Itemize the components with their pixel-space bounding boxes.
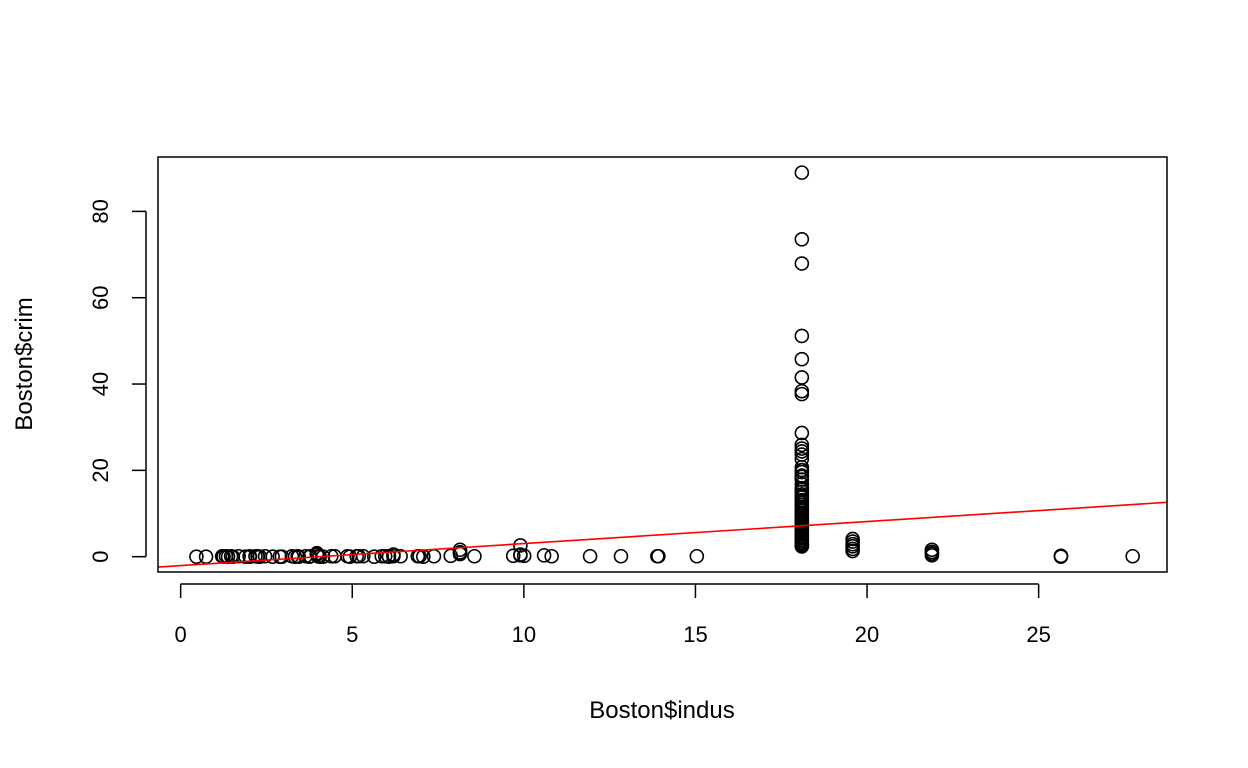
- data-point: [513, 538, 528, 553]
- data-point: [794, 165, 810, 180]
- data-point: [189, 549, 204, 564]
- y-axis: 0 20 40 60 80: [88, 199, 147, 563]
- data-point: [794, 539, 810, 554]
- y-tick-label: 60: [88, 285, 113, 309]
- data-point: [366, 549, 382, 564]
- data-point: [536, 548, 552, 563]
- x-tick-label: 15: [683, 622, 707, 647]
- data-point: [794, 386, 810, 402]
- data-point: [689, 548, 705, 564]
- data-point: [794, 464, 810, 480]
- data-point: [505, 548, 521, 564]
- data-point: [845, 543, 860, 559]
- x-tick-label: 10: [512, 622, 536, 647]
- data-point: [794, 232, 810, 247]
- x-tick-label: 25: [1026, 622, 1050, 647]
- y-tick-label: 0: [88, 551, 113, 563]
- x-tick-label: 0: [175, 622, 187, 647]
- plot-frame: [157, 156, 1168, 573]
- y-tick-label: 80: [88, 199, 113, 223]
- data-point: [231, 548, 246, 564]
- data-point: [393, 548, 408, 564]
- data-point: [374, 548, 390, 564]
- data-point: [516, 548, 532, 564]
- data-point: [355, 548, 371, 564]
- data-point: [794, 256, 810, 271]
- data-point: [544, 548, 559, 564]
- data-point: [794, 328, 810, 344]
- y-axis-label: Boston$crim: [11, 297, 38, 430]
- y-tick-label: 40: [88, 372, 113, 396]
- data-point: [794, 351, 810, 367]
- data-point: [794, 425, 810, 441]
- data-point: [257, 548, 273, 564]
- data-point: [242, 549, 258, 564]
- regression-line: [158, 501, 1167, 568]
- x-axis: 0 5 10 15 20 25: [175, 583, 1051, 647]
- data-point: [794, 437, 810, 453]
- data-point: [452, 545, 468, 561]
- data-point: [467, 548, 482, 564]
- x-tick-label: 20: [855, 622, 879, 647]
- y-tick-label: 20: [88, 458, 113, 482]
- data-point: [291, 549, 307, 564]
- x-axis-label: Boston$indus: [589, 697, 734, 724]
- data-point: [1125, 548, 1140, 564]
- data-point: [924, 548, 940, 563]
- data-point: [651, 548, 666, 564]
- data-point: [582, 548, 598, 564]
- regression-line-layer: [158, 501, 1167, 568]
- data-point: [613, 548, 629, 564]
- data-point: [1053, 549, 1069, 564]
- scatter-points: [189, 165, 1140, 564]
- data-point: [265, 549, 280, 564]
- data-point: [351, 548, 367, 564]
- data-point: [386, 547, 401, 562]
- x-tick-label: 5: [346, 622, 358, 647]
